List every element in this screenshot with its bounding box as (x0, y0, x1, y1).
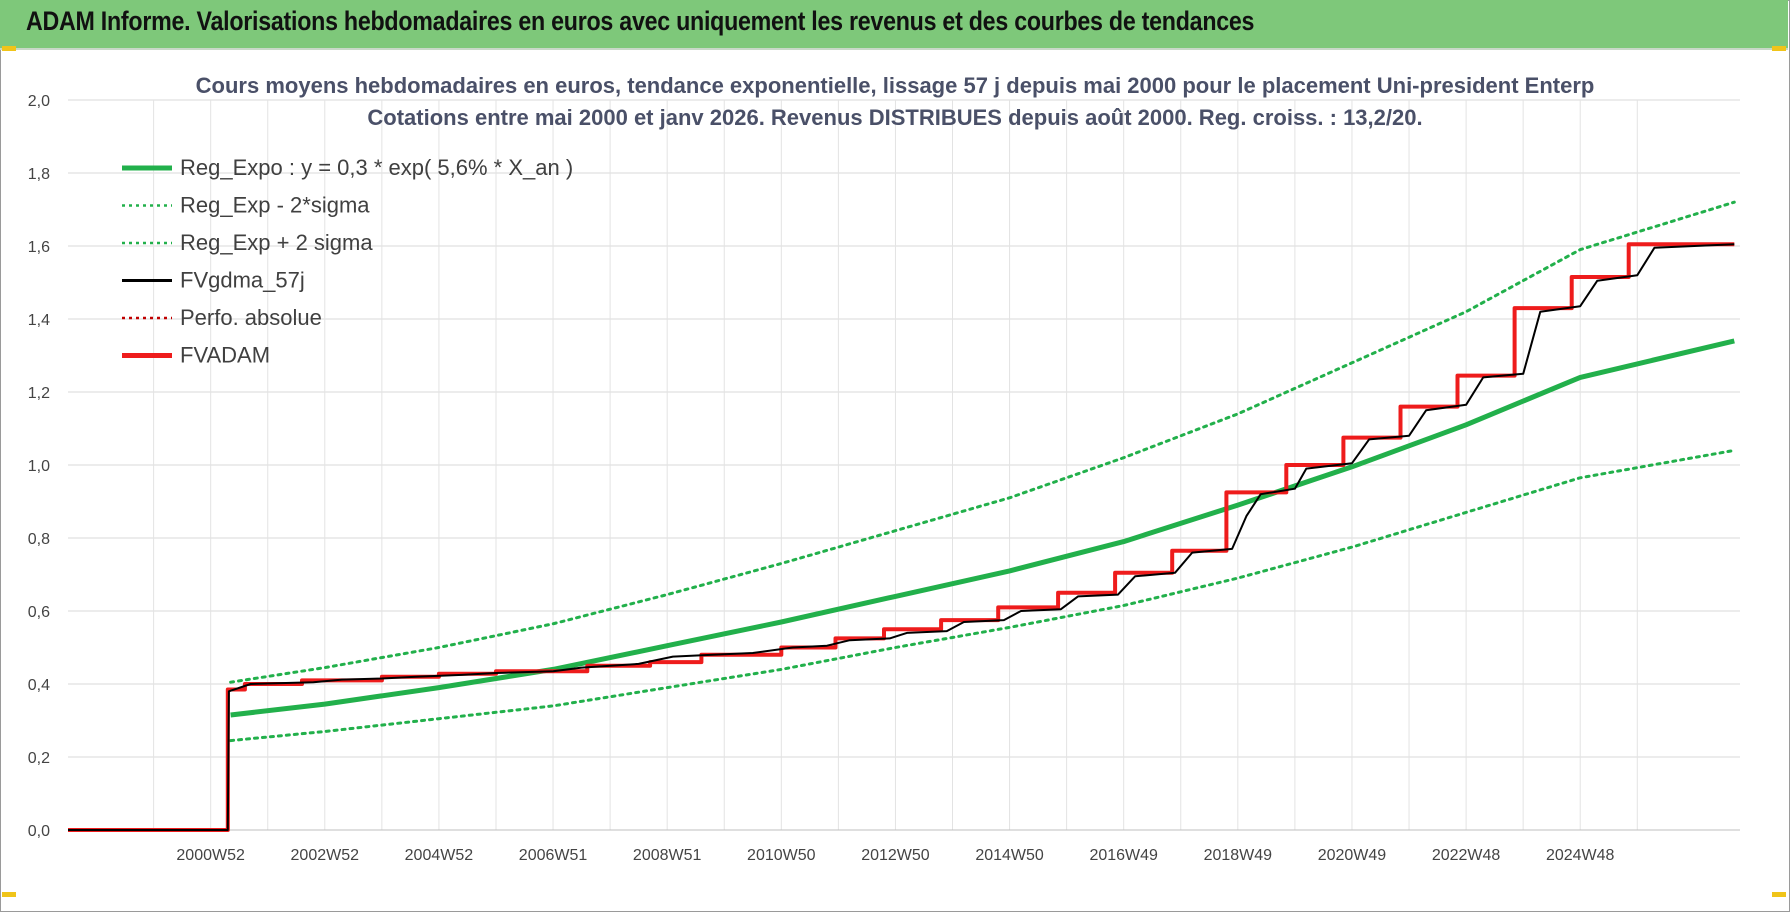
series-line (68, 242, 1735, 832)
y-tick-label: 1,4 (28, 312, 50, 329)
x-tick-label: 2008W51 (633, 847, 702, 864)
y-tick-label: 0,8 (28, 531, 50, 548)
chart-subtitle: Cotations entre mai 2000 et janv 2026. R… (367, 105, 1422, 130)
y-tick-label: 1,8 (28, 166, 50, 183)
page-title: ADAM Informe. Valorisations hebdomadaire… (26, 6, 1255, 36)
corner-marker (2, 46, 16, 51)
legend-label: FVADAM (180, 343, 270, 368)
x-tick-label: 2006W51 (519, 847, 588, 864)
x-tick-label: 2024W48 (1546, 847, 1615, 864)
corner-marker (1772, 892, 1786, 897)
corner-marker (2, 892, 16, 897)
grid-lines (68, 99, 1740, 831)
y-tick-label: 0,2 (28, 750, 50, 767)
x-tick-label: 2016W49 (1089, 847, 1158, 864)
y-tick-label: 1,6 (28, 239, 50, 256)
chart-title-block: Cours moyens hebdomadaires en euros, ten… (196, 73, 1595, 130)
series-lines (68, 200, 1736, 832)
y-tick-label: 1,2 (28, 385, 50, 402)
legend-label: Reg_Exp - 2*sigma (180, 193, 370, 218)
y-tick-label: 0,0 (28, 823, 50, 840)
y-axis-ticks: 0,0 0,2 0,4 0,6 0,8 1,0 1,2 1,4 1,6 1,8 2,0 (28, 93, 50, 840)
x-tick-label: 2022W48 (1432, 847, 1501, 864)
y-tick-label: 0,4 (28, 677, 50, 694)
y-tick-label: 0,6 (28, 604, 50, 621)
series-line (229, 200, 1736, 684)
y-tick-label: 1,0 (28, 458, 50, 475)
legend-label: FVgdma_57j (180, 268, 305, 293)
series-line (230, 338, 1735, 718)
legend-label: Reg_Exp + 2 sigma (180, 230, 373, 255)
x-tick-label: 2002W52 (291, 847, 360, 864)
corner-marker (1772, 46, 1786, 51)
series-line (229, 448, 1736, 743)
legend-label: Reg_Expo : y = 0,3 * exp( 5,6% * X_an ) (180, 155, 573, 180)
x-tick-label: 2004W52 (405, 847, 474, 864)
series-line (68, 243, 1735, 831)
x-tick-label: 2014W50 (975, 847, 1044, 864)
x-tick-label: 2000W52 (176, 847, 245, 864)
x-tick-label: 2020W49 (1318, 847, 1387, 864)
chart: 0,0 0,2 0,4 0,6 0,8 1,0 1,2 1,4 1,6 1,8 2,0 2000W5… (28, 73, 1740, 864)
header-bar: ADAM Informe. Valorisations hebdomadaire… (0, 0, 1788, 50)
legend: Reg_Expo : y = 0,3 * exp( 5,6% * X_an ) R… (122, 155, 573, 368)
x-axis-ticks: 2000W52 2002W52 2004W52 2006W51 2008W51 2010W… (176, 847, 1614, 864)
legend-label: Perfo. absolue (180, 305, 322, 330)
x-tick-label: 2018W49 (1204, 847, 1273, 864)
y-tick-label: 2,0 (28, 93, 50, 110)
chart-title: Cours moyens hebdomadaires en euros, ten… (196, 73, 1595, 98)
x-tick-label: 2010W50 (747, 847, 816, 864)
x-tick-label: 2012W50 (861, 847, 930, 864)
